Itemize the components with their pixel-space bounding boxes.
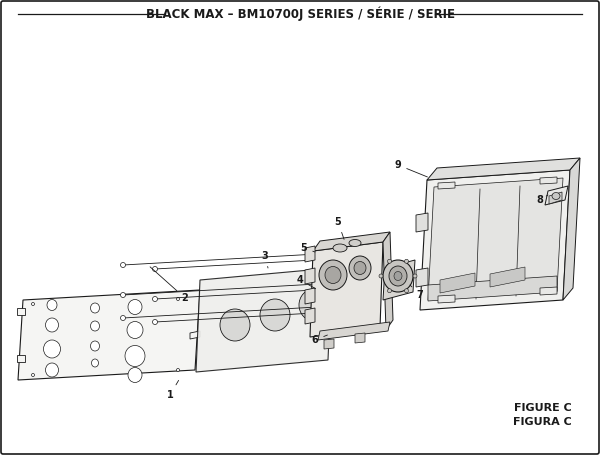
Text: 1: 1 xyxy=(167,380,179,400)
Polygon shape xyxy=(17,355,25,362)
Polygon shape xyxy=(18,290,200,380)
Ellipse shape xyxy=(91,359,98,367)
Text: 3: 3 xyxy=(262,251,268,268)
Text: 5: 5 xyxy=(335,217,344,239)
Ellipse shape xyxy=(121,315,125,320)
Ellipse shape xyxy=(152,297,157,302)
Ellipse shape xyxy=(91,303,100,313)
Polygon shape xyxy=(540,177,557,184)
Polygon shape xyxy=(383,232,393,330)
Ellipse shape xyxy=(404,259,409,263)
Polygon shape xyxy=(438,295,455,303)
Text: 4: 4 xyxy=(296,275,316,288)
Ellipse shape xyxy=(388,289,392,293)
Ellipse shape xyxy=(32,303,35,305)
Ellipse shape xyxy=(388,259,392,263)
Ellipse shape xyxy=(91,321,100,331)
Polygon shape xyxy=(416,268,428,287)
Ellipse shape xyxy=(389,266,407,286)
Ellipse shape xyxy=(319,260,347,290)
Text: BLACK MAX – BM10700J SERIES / SÉRIE / SERIE: BLACK MAX – BM10700J SERIES / SÉRIE / SE… xyxy=(146,7,455,21)
Polygon shape xyxy=(428,276,557,301)
Polygon shape xyxy=(420,170,570,310)
Polygon shape xyxy=(540,287,557,295)
Text: 7: 7 xyxy=(410,285,424,300)
Ellipse shape xyxy=(299,289,329,321)
Text: 2: 2 xyxy=(150,267,188,303)
Ellipse shape xyxy=(121,263,125,268)
Ellipse shape xyxy=(220,309,250,341)
Ellipse shape xyxy=(128,299,142,314)
Ellipse shape xyxy=(47,299,57,310)
Ellipse shape xyxy=(349,256,371,280)
Text: FIGURE C: FIGURE C xyxy=(514,403,572,413)
Polygon shape xyxy=(313,232,390,251)
Text: 6: 6 xyxy=(311,335,328,345)
Ellipse shape xyxy=(349,239,361,247)
Ellipse shape xyxy=(354,262,366,274)
Polygon shape xyxy=(490,267,525,287)
Text: 8: 8 xyxy=(536,195,548,205)
Polygon shape xyxy=(355,333,365,343)
Polygon shape xyxy=(428,178,563,300)
Ellipse shape xyxy=(379,274,383,278)
Ellipse shape xyxy=(325,267,341,283)
Ellipse shape xyxy=(121,293,125,298)
Ellipse shape xyxy=(125,345,145,366)
Polygon shape xyxy=(196,268,332,372)
Polygon shape xyxy=(318,322,390,340)
Polygon shape xyxy=(383,260,415,300)
Text: 9: 9 xyxy=(395,160,427,177)
Ellipse shape xyxy=(128,368,142,383)
Polygon shape xyxy=(305,246,315,262)
Ellipse shape xyxy=(46,363,59,377)
Polygon shape xyxy=(563,158,580,300)
Polygon shape xyxy=(305,288,315,304)
Ellipse shape xyxy=(91,341,100,351)
Polygon shape xyxy=(310,242,383,337)
Polygon shape xyxy=(416,213,428,232)
Ellipse shape xyxy=(176,298,179,300)
Polygon shape xyxy=(190,331,200,339)
Polygon shape xyxy=(549,192,562,204)
Polygon shape xyxy=(324,339,334,349)
Polygon shape xyxy=(440,273,475,293)
Ellipse shape xyxy=(552,192,560,199)
Ellipse shape xyxy=(32,374,35,376)
Polygon shape xyxy=(545,186,568,205)
Polygon shape xyxy=(427,158,580,180)
Ellipse shape xyxy=(260,299,290,331)
Ellipse shape xyxy=(333,244,347,252)
Ellipse shape xyxy=(44,340,61,358)
Text: FIGURA C: FIGURA C xyxy=(513,417,572,427)
Text: 5: 5 xyxy=(301,243,315,253)
Ellipse shape xyxy=(46,318,59,332)
Polygon shape xyxy=(305,308,315,324)
Ellipse shape xyxy=(383,260,413,292)
Ellipse shape xyxy=(152,319,157,324)
Polygon shape xyxy=(17,308,25,315)
Polygon shape xyxy=(438,182,455,189)
Ellipse shape xyxy=(127,322,143,339)
Ellipse shape xyxy=(176,369,179,371)
Ellipse shape xyxy=(404,289,409,293)
Polygon shape xyxy=(305,268,315,284)
Ellipse shape xyxy=(152,267,157,272)
Ellipse shape xyxy=(394,272,402,280)
Ellipse shape xyxy=(413,274,417,278)
